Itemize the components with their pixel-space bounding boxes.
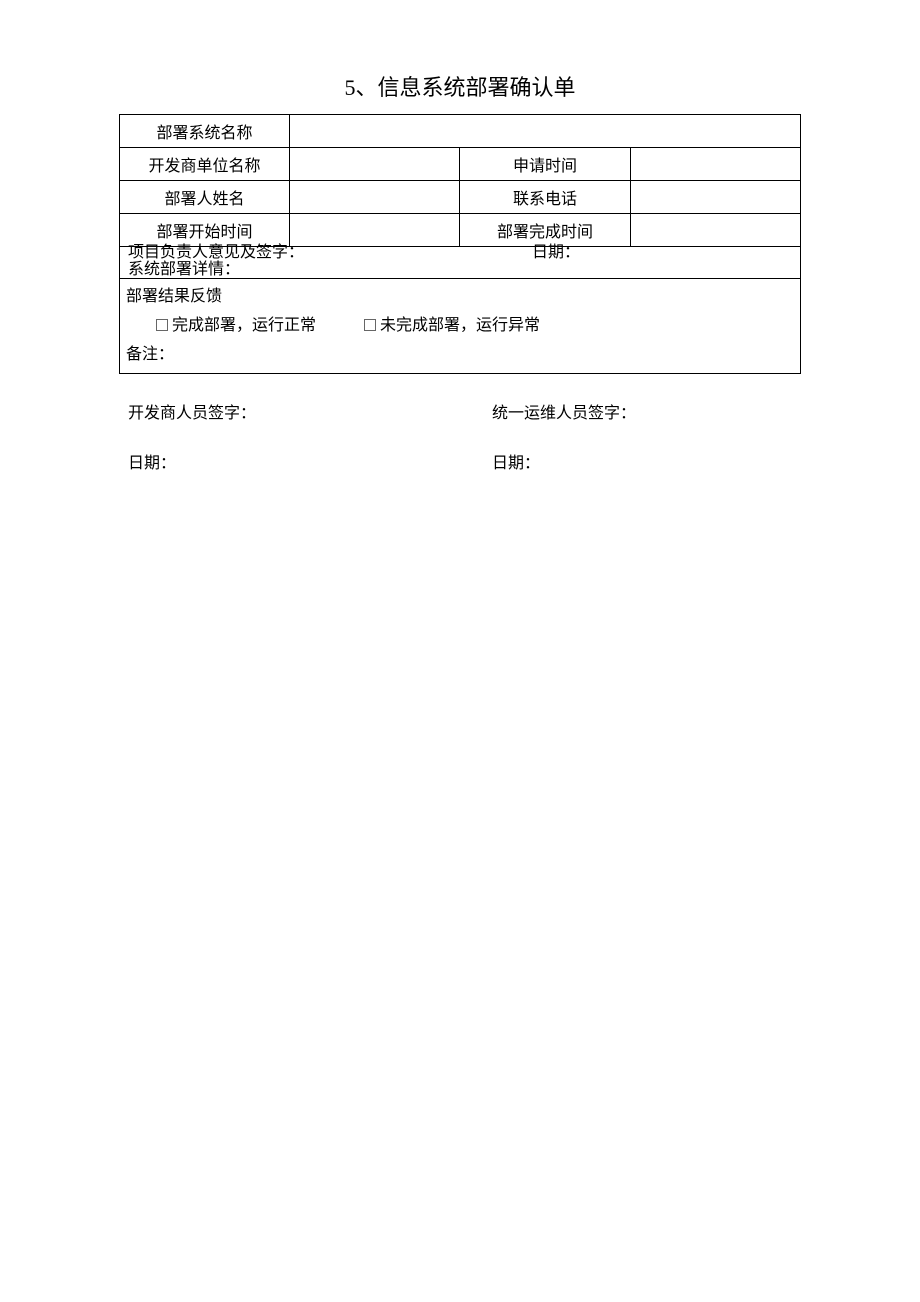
value-contact-phone[interactable] xyxy=(630,181,800,214)
checkbox-complete-icon[interactable] xyxy=(156,319,168,331)
feedback-cell[interactable]: 部署结果反馈 完成部署，运行正常 未完成部署，运行异常 备注： 开发商人员签字：… xyxy=(120,279,801,374)
label-dev-company: 开发商单位名称 xyxy=(120,148,290,181)
dev-sign-label: 开发商人员签字： xyxy=(128,399,492,423)
value-deployer-name[interactable] xyxy=(290,181,460,214)
row-system-name: 部署系统名称 xyxy=(120,115,801,148)
form-title: 5、信息系统部署确认单 xyxy=(0,70,920,102)
label-apply-time: 申请时间 xyxy=(460,148,630,181)
value-dev-company[interactable] xyxy=(290,148,460,181)
row-details: 系统部署详情： 项目负责人意见及签字： 日期： xyxy=(120,247,801,279)
details-cell[interactable]: 系统部署详情： 项目负责人意见及签字： 日期： xyxy=(120,247,801,279)
feedback-heading: 部署结果反馈 xyxy=(126,283,794,312)
ops-date-label: 日期： xyxy=(492,449,792,473)
value-system-name[interactable] xyxy=(290,115,801,148)
ops-sign-label: 统一运维人员签字： xyxy=(492,399,792,423)
option-incomplete: 未完成部署，运行异常 xyxy=(380,317,540,334)
dev-date-label: 日期： xyxy=(128,449,492,473)
option-complete: 完成部署，运行正常 xyxy=(172,317,316,334)
label-system-name: 部署系统名称 xyxy=(120,115,290,148)
checkbox-incomplete-icon[interactable] xyxy=(364,319,376,331)
feedback-options: 完成部署，运行正常 未完成部署，运行异常 xyxy=(126,312,794,341)
value-apply-time[interactable] xyxy=(630,148,800,181)
row-deployer: 部署人姓名 联系电话 xyxy=(120,181,801,214)
deployment-form-table: 部署系统名称 开发商单位名称 申请时间 部署人姓名 联系电话 部署开始时间 部署… xyxy=(119,114,801,374)
label-deployer-name: 部署人姓名 xyxy=(120,181,290,214)
row-feedback: 部署结果反馈 完成部署，运行正常 未完成部署，运行异常 备注： 开发商人员签字：… xyxy=(120,279,801,374)
project-lead-date-label: 日期： xyxy=(532,238,792,262)
label-contact-phone: 联系电话 xyxy=(460,181,630,214)
project-lead-sign-label: 项目负责人意见及签字： xyxy=(128,238,532,262)
note-label: 备注： xyxy=(126,341,794,370)
row-dev-company: 开发商单位名称 申请时间 xyxy=(120,148,801,181)
